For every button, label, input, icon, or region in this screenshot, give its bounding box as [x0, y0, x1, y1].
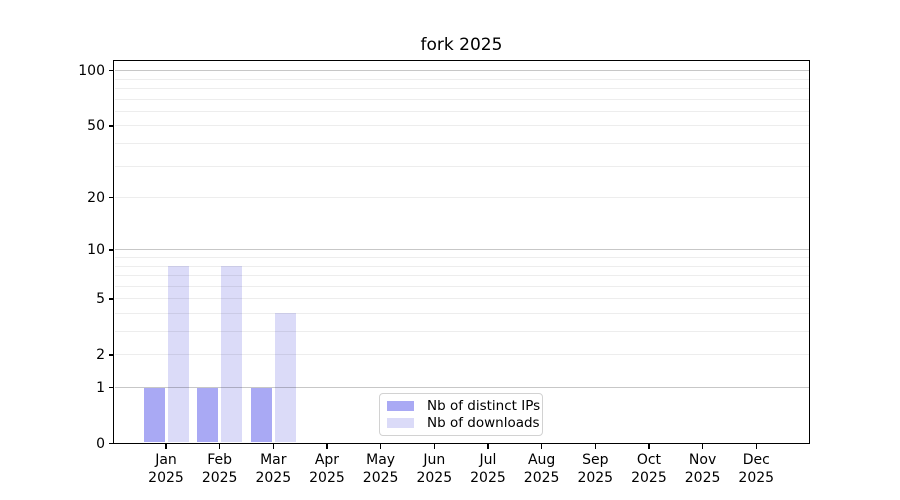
minor-gridline [114, 298, 809, 300]
bar-distinct-ips [197, 387, 219, 443]
legend-label-distinct-ips: Nb of distinct IPs [427, 397, 541, 414]
legend-item-distinct-ips: Nb of distinct IPs [387, 399, 542, 413]
y-tick-label: 10 [87, 241, 105, 258]
y-tick [108, 125, 114, 127]
y-tick-label: 2 [96, 346, 105, 363]
x-tick-label: May 2025 [362, 452, 399, 486]
minor-gridline [114, 88, 809, 90]
legend: Nb of distinct IPs Nb of downloads [379, 392, 543, 436]
bar-distinct-ips [250, 387, 272, 443]
minor-gridline [114, 165, 809, 167]
x-tick [701, 444, 704, 449]
minor-gridline [114, 78, 809, 80]
x-tick-label: Apr 2025 [309, 452, 345, 486]
x-tick-label: Feb 2025 [201, 452, 238, 486]
x-tick-label: Oct 2025 [631, 452, 667, 486]
legend-swatch-downloads [387, 417, 414, 428]
y-tick-label: 1 [96, 379, 105, 396]
y-tick [108, 69, 114, 72]
bar-downloads [221, 266, 243, 443]
legend-item-downloads: Nb of downloads [387, 416, 542, 430]
minor-gridline [114, 98, 809, 100]
x-tick-label: Mar 2025 [255, 452, 292, 486]
minor-gridline [114, 285, 809, 287]
chart-title: fork 2025 [420, 35, 503, 55]
x-tick [540, 444, 543, 449]
y-tick-label: 5 [96, 290, 105, 307]
x-tick-label: Nov 2025 [684, 452, 721, 486]
y-tick [108, 298, 114, 300]
bar-downloads [274, 313, 296, 443]
major-gridline [114, 70, 809, 72]
x-tick [326, 444, 328, 449]
minor-gridline [114, 265, 809, 267]
y-tick-label: 20 [87, 189, 105, 206]
y-tick [108, 354, 114, 356]
x-tick [218, 444, 221, 449]
x-tick [648, 444, 650, 449]
minor-gridline [114, 312, 809, 314]
bar-distinct-ips [143, 387, 165, 443]
x-tick [379, 444, 382, 449]
y-tick-label: 50 [87, 117, 105, 134]
y-tick [108, 442, 114, 445]
x-tick-label: Jan 2025 [148, 452, 184, 486]
minor-gridline [114, 197, 809, 199]
x-tick [755, 444, 757, 449]
minor-gridline [114, 331, 809, 333]
x-tick [272, 444, 275, 449]
legend-swatch-distinct-ips [387, 400, 414, 411]
legend-label-downloads: Nb of downloads [427, 414, 540, 431]
y-tick [108, 196, 114, 199]
y-tick [108, 249, 114, 251]
major-gridline [114, 387, 809, 388]
x-tick-label: Sep 2025 [577, 452, 614, 486]
x-tick-label: Aug 2025 [523, 452, 560, 486]
minor-gridline [114, 275, 809, 277]
minor-gridline [114, 354, 809, 356]
x-tick-label: Dec 2025 [738, 452, 775, 486]
x-tick-label: Jun 2025 [416, 452, 453, 486]
x-tick [487, 444, 489, 449]
minor-gridline [114, 110, 809, 112]
x-tick [594, 444, 597, 449]
x-tick [433, 444, 436, 449]
minor-gridline [114, 143, 809, 145]
y-tick [108, 386, 114, 389]
x-tick-label: Jul 2025 [470, 452, 506, 486]
y-tick-label: 0 [96, 435, 105, 452]
x-tick [165, 444, 167, 449]
bar-downloads [167, 266, 189, 443]
minor-gridline [114, 257, 809, 258]
major-gridline [114, 249, 809, 251]
minor-gridline [114, 125, 809, 127]
y-tick-label: 100 [78, 62, 105, 79]
